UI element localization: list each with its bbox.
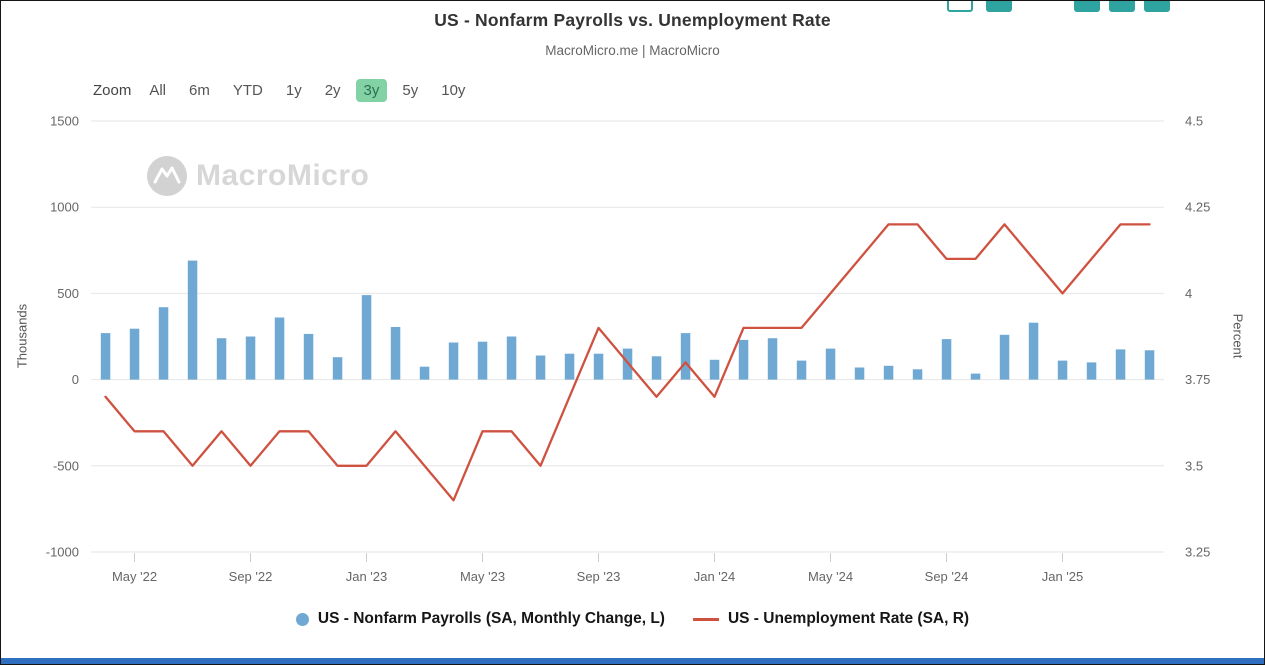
x-axis-tick-label: Sep '23 [577,569,621,584]
zoom-toolbar: Zoom All 6m YTD 1y 2y 3y 5y 10y [93,79,480,102]
unemployment-series-marker-icon [692,617,719,621]
unemployment-line[interactable] [104,223,1151,502]
payrolls-bar[interactable] [332,357,343,380]
legend-item-payrolls[interactable]: US - Nonfarm Payrolls (SA, Monthly Chang… [295,610,665,628]
chart-title: US - Nonfarm Payrolls vs. Unemployment R… [434,10,831,30]
payrolls-bar[interactable] [100,333,111,380]
right-axis-title: Percent [1230,313,1246,359]
left-axis-tick-label: 500 [57,286,79,301]
payrolls-bar[interactable] [564,353,575,380]
bottom-blue-bar [1,658,1264,664]
legend-label-payrolls: US - Nonfarm Payrolls (SA, Monthly Chang… [317,610,665,627]
payrolls-bar[interactable] [1144,350,1155,380]
zoom-option-6m[interactable]: 6m [189,82,210,99]
payrolls-bar[interactable] [825,348,836,380]
payrolls-bar[interactable] [1057,360,1068,380]
payrolls-bar[interactable] [361,295,372,380]
payrolls-bar[interactable] [158,307,169,380]
zoom-option-10y[interactable]: 10y [441,82,466,99]
chart-toolbar-button-1[interactable] [947,1,973,12]
payrolls-series-marker-icon [295,612,309,626]
legend-label-unemployment: US - Unemployment Rate (SA, R) [727,610,970,627]
chart-toolbar-button-5[interactable] [1144,1,1170,12]
x-axis-tick-label: Sep '22 [229,569,273,584]
x-axis-tick-label: May '24 [808,569,853,584]
chart-subtitle: MacroMicro.me | MacroMicro [545,43,720,58]
right-axis-tick-label: 3.5 [1185,458,1203,473]
payrolls-bar[interactable] [593,353,604,380]
right-axis-tick-label: 4.5 [1185,114,1203,129]
payrolls-bar[interactable] [129,328,140,380]
chart-toolbar-button-2[interactable] [986,1,1012,12]
zoom-option-2y[interactable]: 2y [324,82,341,99]
x-axis-tick-label: Jan '24 [694,569,736,584]
payrolls-bar[interactable] [245,336,256,380]
payrolls-bar[interactable] [506,336,517,380]
chart-toolbar-button-3[interactable] [1074,1,1100,12]
zoom-option-5y[interactable]: 5y [402,82,419,99]
payrolls-bar[interactable] [796,360,807,380]
x-axis-tick-label: Sep '24 [925,569,969,584]
left-axis-tick-label: -1000 [46,545,79,560]
payrolls-bar[interactable] [1115,349,1126,380]
payrolls-bar[interactable] [216,338,227,380]
macromicro-logo-icon [147,156,187,196]
x-axis-tick-label: May '23 [460,569,505,584]
payrolls-bar[interactable] [1086,362,1097,380]
payrolls-bar[interactable] [912,369,923,380]
payrolls-bar[interactable] [854,367,865,380]
left-axis-tick-label: 1000 [50,200,79,215]
payrolls-bar[interactable] [941,339,952,380]
payrolls-bar[interactable] [767,338,778,380]
payrolls-bar[interactable] [535,355,546,380]
left-axis-title: Thousands [14,303,30,369]
right-axis-tick-label: 4 [1185,286,1192,301]
payrolls-bar[interactable] [274,317,285,380]
legend: US - Nonfarm Payrolls (SA, Monthly Chang… [1,610,1264,628]
x-axis-tick-label: Jan '23 [346,569,388,584]
x-axis-tick-label: Jan '25 [1042,569,1084,584]
payrolls-bar[interactable] [390,327,401,380]
payrolls-bar[interactable] [419,366,430,380]
x-axis-tick-label: May '22 [112,569,157,584]
payrolls-bar[interactable] [448,342,459,380]
zoom-option-3y[interactable]: 3y [355,79,388,102]
zoom-option-1y[interactable]: 1y [285,82,302,99]
legend-item-unemployment[interactable]: US - Unemployment Rate (SA, R) [692,610,970,628]
payrolls-bar[interactable] [680,333,691,380]
payrolls-bar[interactable] [303,333,314,380]
chart-canvas: 1500 1000 500 0 -500 -1000 4.5 4.25 4 3.75 3.5 3.25… [46,114,1211,585]
payrolls-bar[interactable] [651,356,662,380]
zoom-option-all[interactable]: All [149,82,167,99]
payrolls-bar[interactable] [999,334,1010,380]
payrolls-bar[interactable] [187,260,198,380]
watermark-text: MacroMicro [196,159,370,192]
zoom-label: Zoom [93,82,132,99]
right-axis-tick-label: 4.25 [1185,200,1210,215]
payrolls-bar[interactable] [738,339,749,380]
payrolls-bar[interactable] [477,341,488,380]
payrolls-bar[interactable] [1028,322,1039,380]
watermark: MacroMicro [147,156,369,196]
right-axis-tick-label: 3.75 [1185,372,1210,387]
payrolls-bar[interactable] [883,365,894,380]
left-axis-tick-label: -500 [53,458,79,473]
right-axis-tick-label: 3.25 [1185,545,1210,560]
chart-toolbar-button-4[interactable] [1109,1,1135,12]
zoom-options: All 6m YTD 1y 2y 3y 5y 10y [141,79,480,102]
payrolls-bar[interactable] [970,373,981,380]
payrolls-bar[interactable] [709,359,720,380]
left-axis-tick-label: 1500 [50,114,79,129]
left-axis-tick-label: 0 [72,372,79,387]
zoom-option-ytd[interactable]: YTD [232,82,263,99]
